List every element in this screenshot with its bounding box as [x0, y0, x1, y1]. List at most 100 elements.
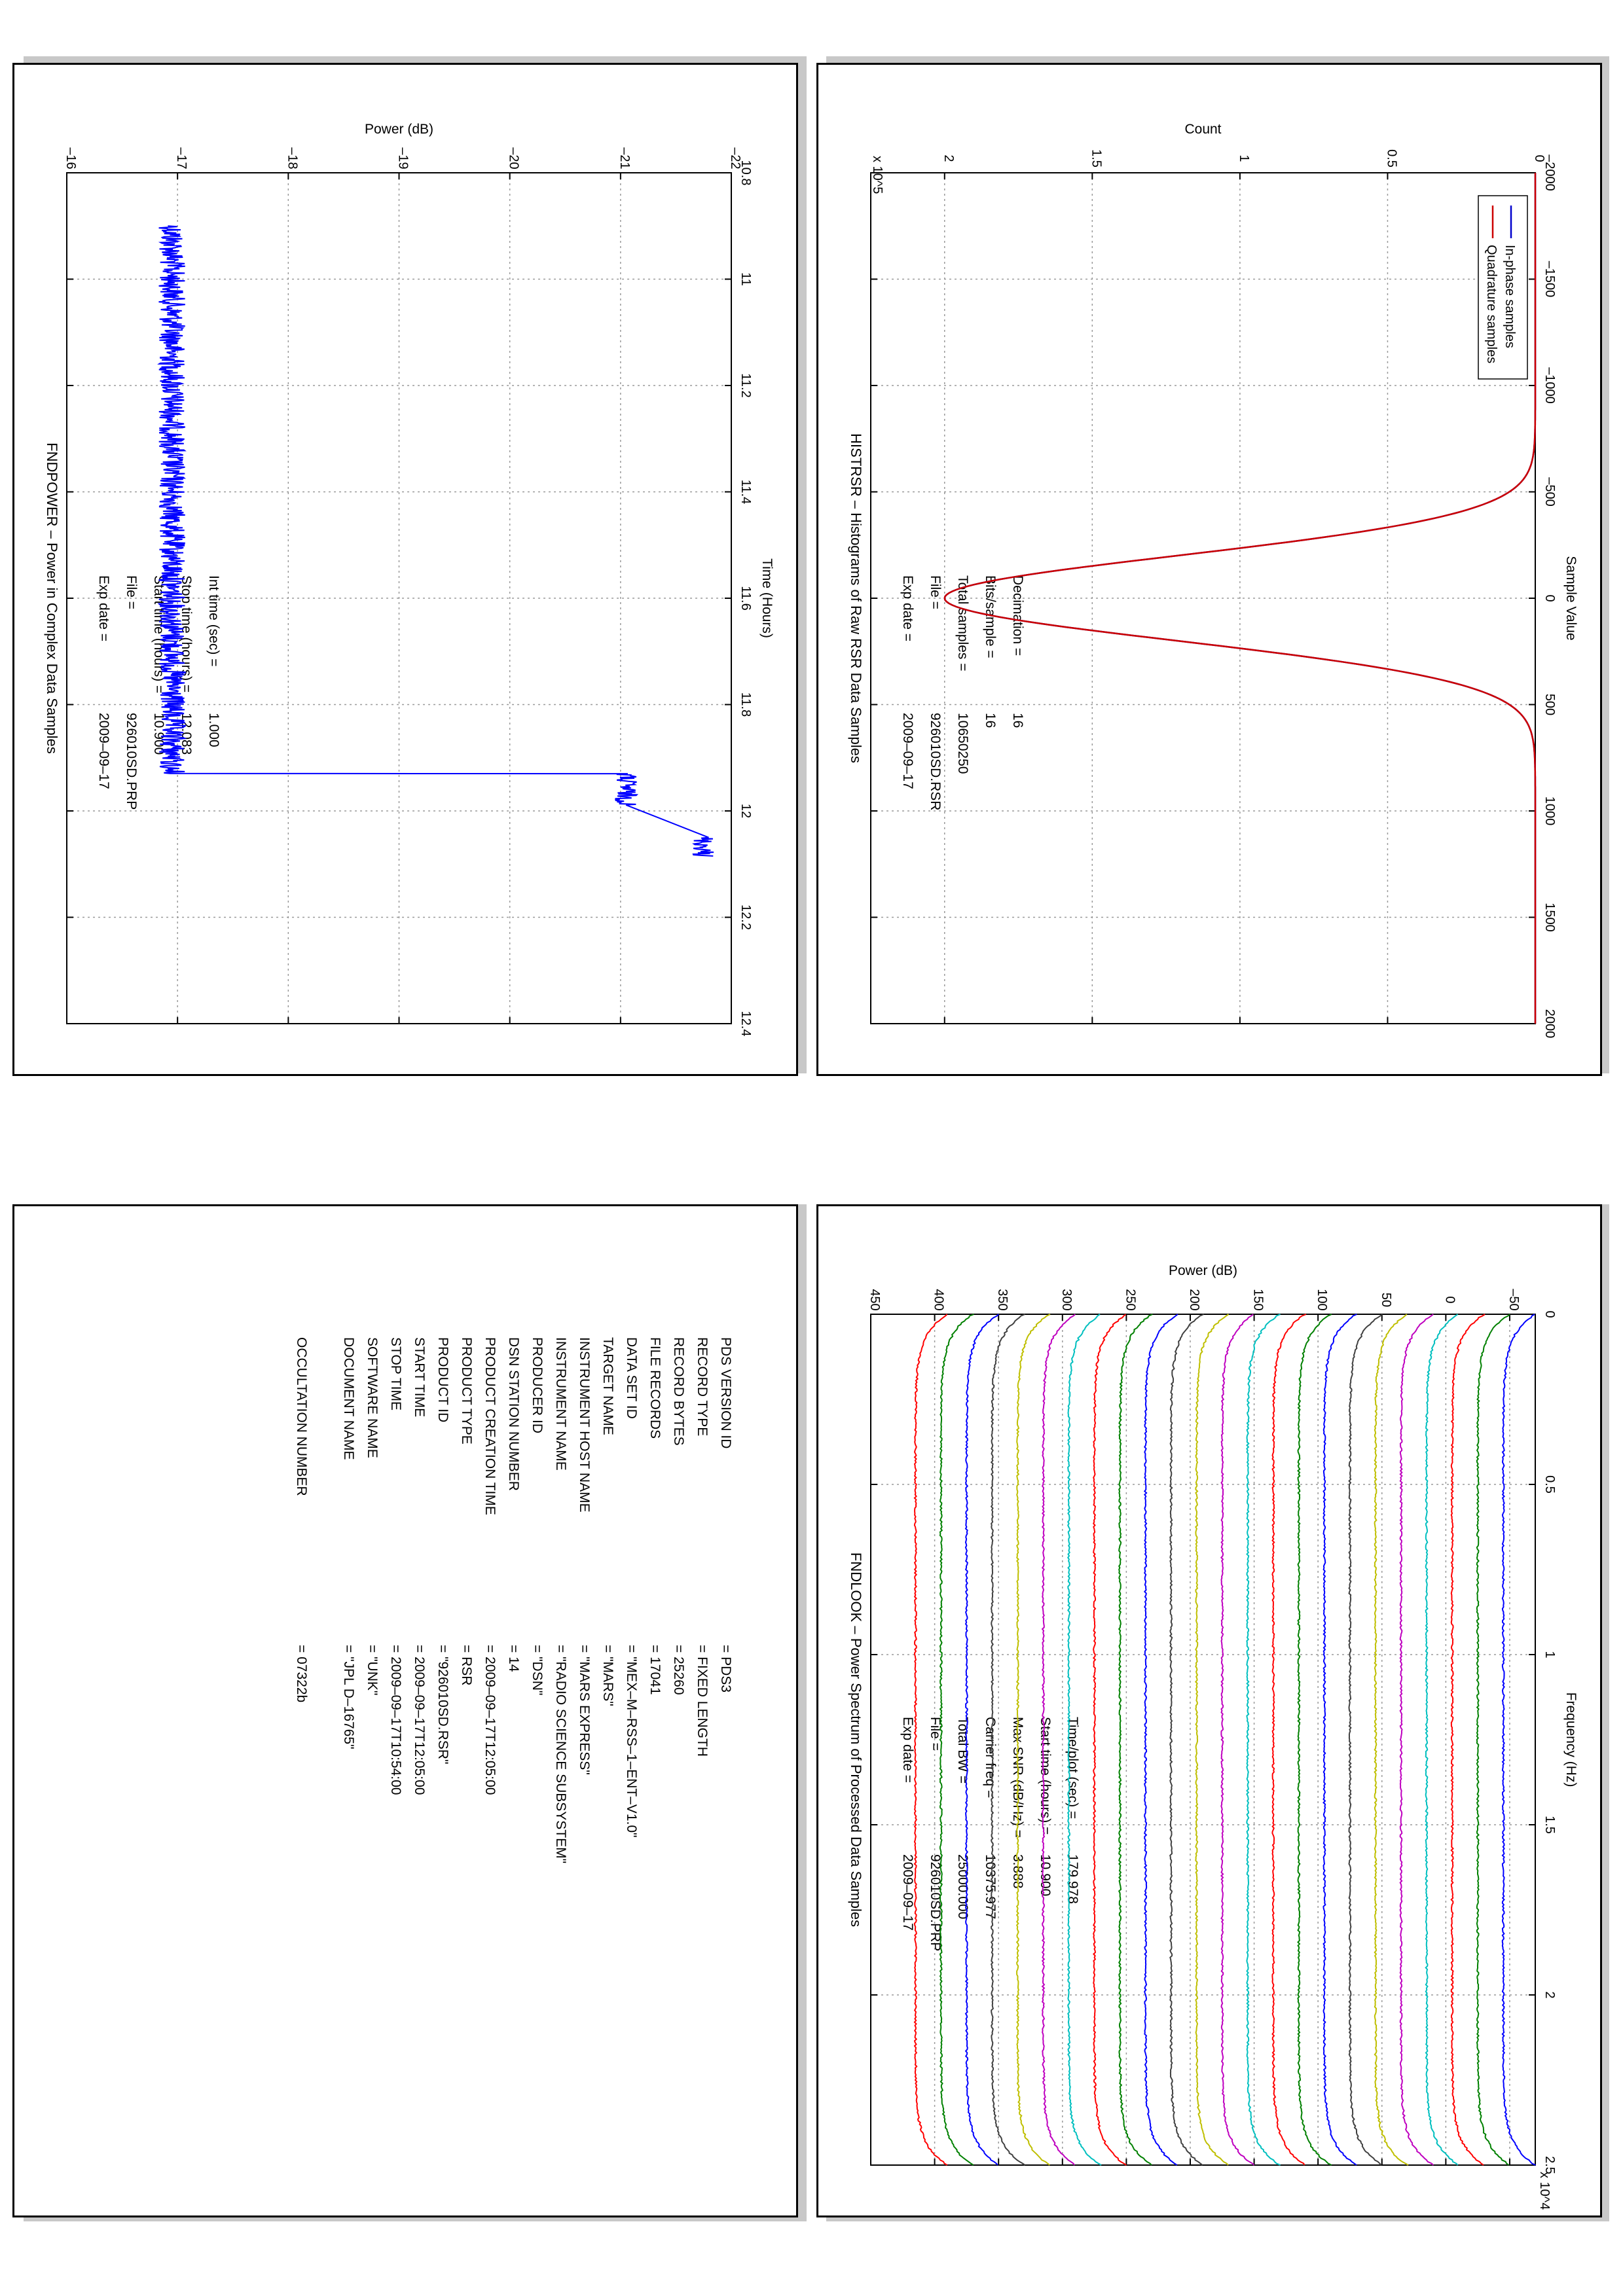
- spectrum-line: [1143, 1314, 1178, 2166]
- x-tick-label: –2000: [1542, 154, 1557, 191]
- x-tick-label: 1.5: [1542, 1816, 1557, 1834]
- x-tick-label: 11.6: [739, 586, 753, 610]
- y-exponent-label: x 10^5: [870, 156, 884, 194]
- spectrum-line: [1271, 1314, 1307, 2166]
- spectrum-line: [1246, 1314, 1281, 2166]
- info-label: Carrier freq =: [983, 1717, 998, 1798]
- x-tick-label: 1000: [1542, 797, 1557, 826]
- info-value: 179.978: [1065, 1854, 1080, 1904]
- info-value: 16: [1010, 713, 1025, 728]
- info-label: Int time (sec) =: [206, 575, 221, 666]
- info-value: 2009–09–17: [900, 713, 915, 789]
- fndlook-chart: 0 0.5 1 1.5 2 2.5 –50 0 50 100 150 200 250 300 350 400 4…: [848, 1263, 1578, 2210]
- info-value: 10.900: [1038, 1854, 1053, 1896]
- x-tick-label: –1000: [1542, 367, 1557, 404]
- histrsr-panel: –2000 –1500 –1000 –500 0 500 1000 1500 2000 0 0.5 1…: [816, 63, 1602, 1076]
- info-label: File =: [928, 1717, 943, 1751]
- x-tick-label: 12.2: [739, 905, 753, 930]
- x-tick-label: 11.2: [739, 373, 753, 397]
- info-label: File =: [928, 575, 943, 609]
- label-value: = 2009–09–17T12:05:00: [483, 1645, 498, 1795]
- info-label: Total samples =: [955, 575, 970, 672]
- x-tick-label: 0: [1542, 594, 1557, 601]
- label-key: PRODUCER ID: [530, 1337, 545, 1433]
- info-label: Exp date =: [900, 575, 915, 641]
- spectrum-line: [1118, 1314, 1153, 2166]
- series-line-quadrature: [943, 173, 1537, 1024]
- info-label: Bits/sample =: [983, 575, 998, 658]
- spectrum-line: [1092, 1314, 1127, 2166]
- label-key: RECORD BYTES: [671, 1337, 686, 1446]
- y-tick-label: –22: [728, 147, 742, 169]
- label-value: = "MARS EXPRESS": [577, 1645, 592, 1775]
- y-tick-label: 0: [1442, 1296, 1457, 1303]
- y-tick-label: 150: [1251, 1289, 1266, 1310]
- info-value: 16: [983, 713, 998, 728]
- spectrum-line: [1450, 1314, 1486, 2166]
- spectrum-line: [1015, 1314, 1051, 2166]
- spectrum-line: [913, 1314, 948, 2166]
- x-tick-label: 500: [1542, 694, 1557, 715]
- x-axis-label: Sample Value: [1563, 556, 1578, 640]
- info-value: 1.000: [206, 713, 221, 747]
- info-label: Time/plot (sec) =: [1065, 1717, 1080, 1819]
- info-label: File =: [124, 575, 139, 609]
- label-key: STOP TIME: [388, 1337, 403, 1410]
- chart-title: FNDPOWER – Power in Complex Data Samples: [44, 442, 60, 754]
- label-table: PDS VERSION ID = PDS3 RECORD TYPE = FIXED L…: [294, 1337, 733, 1863]
- spectrum-line: [964, 1314, 999, 2166]
- x-tick-label: 0: [1542, 1310, 1557, 1318]
- spectrum-line: [1501, 1314, 1536, 2166]
- chart-title: FNDLOOK – Power Spectrum of Processed Da…: [848, 1552, 864, 1927]
- y-tick-label: –16: [64, 147, 78, 169]
- info-label: Exp date =: [900, 1717, 915, 1783]
- x-tick-label: 12: [739, 804, 753, 818]
- y-tick-label: –21: [617, 147, 632, 169]
- y-tick-label: 2: [941, 154, 956, 162]
- y-tick-label: –18: [285, 147, 299, 169]
- spectrum-line: [1169, 1314, 1205, 2166]
- label-value: = 2009–09–17T12:05:00: [412, 1645, 427, 1795]
- spectrum-line: [1067, 1314, 1102, 2166]
- spectrum-line: [1425, 1314, 1459, 2166]
- x-exponent-label: x 10^4: [1537, 2172, 1552, 2210]
- legend: In-phase samples Quadrature samples: [1478, 195, 1528, 380]
- spectrum-line: [1041, 1314, 1076, 2166]
- label-key: INSTRUMENT HOST NAME: [577, 1337, 592, 1513]
- y-tick-label: 300: [1059, 1289, 1074, 1310]
- y-tick-label: 250: [1123, 1289, 1137, 1310]
- x-tick-label: 2000: [1542, 1009, 1557, 1039]
- label-key: START TIME: [412, 1337, 427, 1417]
- x-tick-label: 11.4: [739, 480, 753, 504]
- fndlook-panel: 0 0.5 1 1.5 2 2.5 –50 0 50 100 150 200 250 300 350 400 4…: [816, 1204, 1602, 2217]
- spectrum-line: [1348, 1314, 1383, 2166]
- label-value: = FIXED LENGTH: [695, 1645, 710, 1757]
- label-key: TARGET NAME: [600, 1337, 615, 1435]
- x-tick-label: 11: [739, 272, 753, 286]
- info-label: Total BW =: [955, 1717, 970, 1784]
- label-key: PRODUCT TYPE: [459, 1337, 474, 1444]
- y-tick-label: 1: [1237, 154, 1251, 162]
- power-series-line: [157, 225, 714, 857]
- label-key: DOCUMENT NAME: [341, 1337, 356, 1460]
- label-value: = 07322b: [294, 1645, 309, 1702]
- y-tick-label: –17: [174, 147, 189, 169]
- x-tick-label: 1: [1542, 1651, 1557, 1658]
- label-value: = 25260: [671, 1645, 686, 1695]
- spectrum-line: [1194, 1314, 1230, 2166]
- x-tick-label: 1500: [1542, 903, 1557, 932]
- x-axis-label: Frequency (Hz): [1563, 1693, 1578, 1787]
- label-key: INSTRUMENT NAME: [553, 1337, 568, 1471]
- legend-box: [1478, 195, 1528, 380]
- spectrum-line: [1220, 1314, 1255, 2166]
- x-tick-label: 12.4: [739, 1011, 753, 1037]
- spectrum-line: [1297, 1314, 1332, 2166]
- label-value: = 14: [506, 1645, 521, 1672]
- label-key: FILE RECORDS: [647, 1337, 663, 1439]
- label-value: = "926010SD.RSR": [435, 1645, 450, 1764]
- label-key: PRODUCT CREATION TIME: [483, 1337, 498, 1515]
- spectrum-line: [1374, 1314, 1409, 2166]
- fndpower-chart: 10.8 11 11.2 11.4 11.6 11.8 12 12.2 12.4 –22 –21 –2…: [44, 122, 775, 1037]
- label-value: = "DSN": [530, 1645, 545, 1695]
- label-value: = "RADIO SCIENCE SUBSYSTEM": [553, 1645, 568, 1863]
